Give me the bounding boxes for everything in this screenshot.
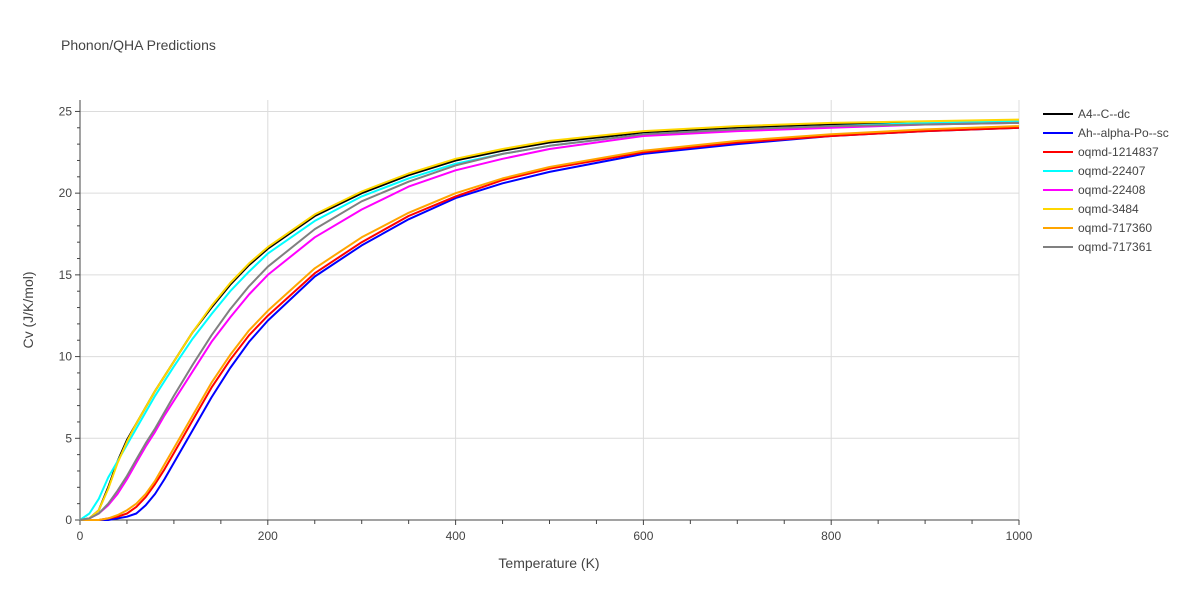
x-tick-label: 0 xyxy=(77,529,84,543)
y-tick-label: 5 xyxy=(65,431,72,445)
y-tick-label: 10 xyxy=(59,350,73,364)
legend-label: oqmd-717361 xyxy=(1078,240,1152,254)
series-line-oqmd-3484 xyxy=(79,118,1020,521)
legend-item-oqmd-717360[interactable]: oqmd-717360 xyxy=(1043,221,1152,235)
legend-label: oqmd-22407 xyxy=(1078,164,1146,178)
series-line-ah-alpha-po-sc xyxy=(80,126,1020,521)
legend-label: A4--C--dc xyxy=(1078,107,1130,121)
chart-title: Phonon/QHA Predictions xyxy=(61,37,216,53)
y-tick-label: 20 xyxy=(59,186,73,200)
legend-item-ah-alpha-po-sc[interactable]: Ah--alpha-Po--sc xyxy=(1043,126,1169,140)
legend-label: Ah--alpha-Po--sc xyxy=(1078,126,1169,140)
legend-item-oqmd-3484[interactable]: oqmd-3484 xyxy=(1043,202,1139,216)
legend-item-oqmd-22408[interactable]: oqmd-22408 xyxy=(1043,183,1146,197)
series-line-oqmd-22408 xyxy=(79,121,1020,521)
series-line-oqmd-717360 xyxy=(80,125,1020,521)
x-axis-title: Temperature (K) xyxy=(498,555,599,571)
series-line-oqmd-1214837 xyxy=(80,126,1020,521)
legend-label: oqmd-1214837 xyxy=(1078,145,1159,159)
legend-item-oqmd-22407[interactable]: oqmd-22407 xyxy=(1043,164,1146,178)
y-tick-label: 0 xyxy=(65,513,72,527)
legend-label: oqmd-22408 xyxy=(1078,183,1146,197)
legend-label: oqmd-3484 xyxy=(1078,202,1139,216)
legend-item-oqmd-717361[interactable]: oqmd-717361 xyxy=(1043,240,1152,254)
legend-item-oqmd-1214837[interactable]: oqmd-1214837 xyxy=(1043,145,1159,159)
legend-label: oqmd-717360 xyxy=(1078,221,1152,235)
plot-area xyxy=(79,118,1020,521)
x-tick-label: 400 xyxy=(446,529,466,543)
axes: 0 200 400 600 800 1000 0 5 10 15 20 25 xyxy=(59,100,1033,543)
x-tick-label: 1000 xyxy=(1006,529,1033,543)
y-axis-title: Cv (J/K/mol) xyxy=(20,272,36,349)
y-tick-label: 15 xyxy=(59,268,73,282)
x-tick-label: 200 xyxy=(258,529,278,543)
x-tick-label: 800 xyxy=(821,529,841,543)
legend[interactable]: A4--C--dc Ah--alpha-Po--sc oqmd-1214837 oqm… xyxy=(1043,107,1169,254)
legend-item-a4-c-dc[interactable]: A4--C--dc xyxy=(1043,107,1130,121)
x-tick-label: 600 xyxy=(633,529,653,543)
y-tick-label: 25 xyxy=(59,104,73,118)
series-line-oqmd-717361 xyxy=(79,121,1020,521)
grid xyxy=(80,100,1020,520)
